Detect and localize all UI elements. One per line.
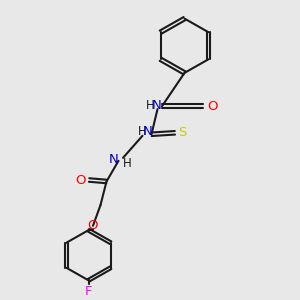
Text: O: O xyxy=(88,219,98,232)
Text: F: F xyxy=(85,285,92,298)
Text: N: N xyxy=(109,153,118,166)
Text: H: H xyxy=(138,125,147,138)
Text: N: N xyxy=(152,99,161,112)
Text: O: O xyxy=(75,173,86,187)
Text: O: O xyxy=(207,100,217,113)
Text: N: N xyxy=(142,125,152,138)
Text: H: H xyxy=(146,99,154,112)
Text: H: H xyxy=(123,157,132,170)
Text: S: S xyxy=(178,126,187,139)
